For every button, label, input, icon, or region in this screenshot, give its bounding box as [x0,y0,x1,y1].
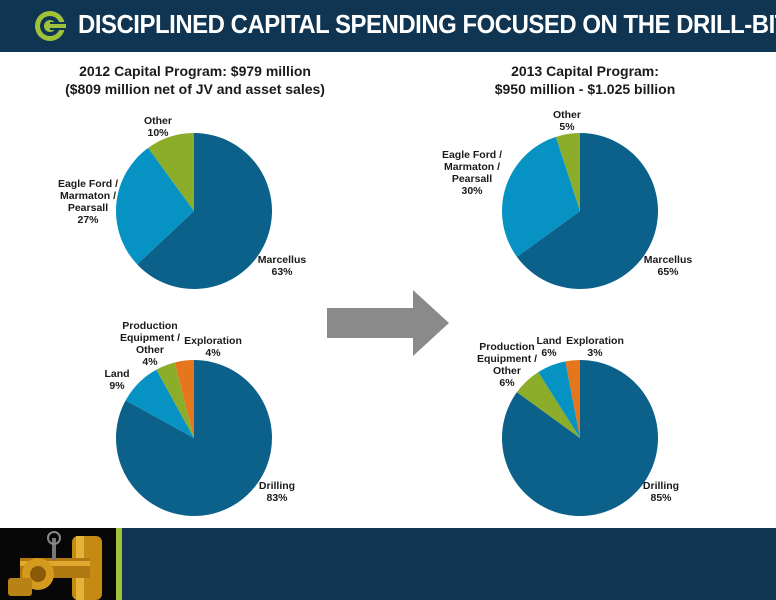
pie-1-label-3: Other 10% [144,115,172,139]
pie-1-slice-1 [137,133,273,289]
company-logo-icon [35,11,66,41]
pie-3-slice-3 [156,362,194,438]
pie-2-label-3: Other 5% [553,109,581,133]
pie-4-label-3: Land 6% [536,335,561,359]
chart-2013-title: 2013 Capital Program: [511,63,659,79]
pie-3-label-3: Production Equipment / Other 4% [120,320,180,368]
transition-arrow-icon [327,290,449,356]
pie-4-slice-1 [502,360,659,516]
pie-4-label-1: Drilling 85% [643,480,679,504]
pie-2-label-2: Eagle Ford / Marmaton / Pearsall 30% [442,149,502,197]
page-title: DISCIPLINED CAPITAL SPENDING FOCUSED ON … [78,9,776,39]
chart-2013-subtitle: $950 million - $1.025 billion [494,81,676,97]
pie-1-label-2: Eagle Ford / Marmaton / Pearsall 27% [58,178,118,226]
pie-2-slice-3 [555,133,580,211]
pie-charts: Marcellus 63% Eagle Ford / Marmaton / Pearsa… [58,109,693,516]
pie-1-slice-2 [116,147,194,265]
pie-4-label-2: Production Equipment / Other 6% [477,341,537,389]
pie-3-slice-2 [125,369,194,438]
pie-3-slice-1 [116,360,273,516]
chart-2012-title-block: 2012 Capital Program: $979 million ($809… [30,62,360,98]
pie-3-label-2: Land 9% [104,368,129,392]
footer-accent-bar [116,528,122,600]
pie-3-label-1: Drilling 83% [259,480,295,504]
pie-4-slice-2 [516,372,580,438]
pie-3-label-4: Exploration 4% [184,335,242,359]
chart-2013-title-block: 2013 Capital Program: $950 million - $1.… [430,62,740,98]
pie-2-label-1: Marcellus 65% [644,254,693,278]
pie-3-slice-4 [174,360,194,438]
pie-4-slice-3 [538,361,580,438]
valve-image-icon [0,528,116,600]
footer-photo-valve [0,528,116,600]
pie-1-label-1: Marcellus 63% [258,254,307,278]
pie-4-label-4: Exploration 3% [566,335,624,359]
chart-2012-title: 2012 Capital Program: $979 million [79,63,311,79]
chart-2012-subtitle: ($809 million net of JV and asset sales) [65,81,325,97]
pie-2-slice-2 [502,136,580,257]
pie-4-slice-4 [565,360,580,438]
pie-2-slice-1 [516,133,659,289]
pie-1-slice-3 [148,133,194,211]
footer-bar [0,528,776,600]
header-bar: DISCIPLINED CAPITAL SPENDING FOCUSED ON … [0,0,776,52]
